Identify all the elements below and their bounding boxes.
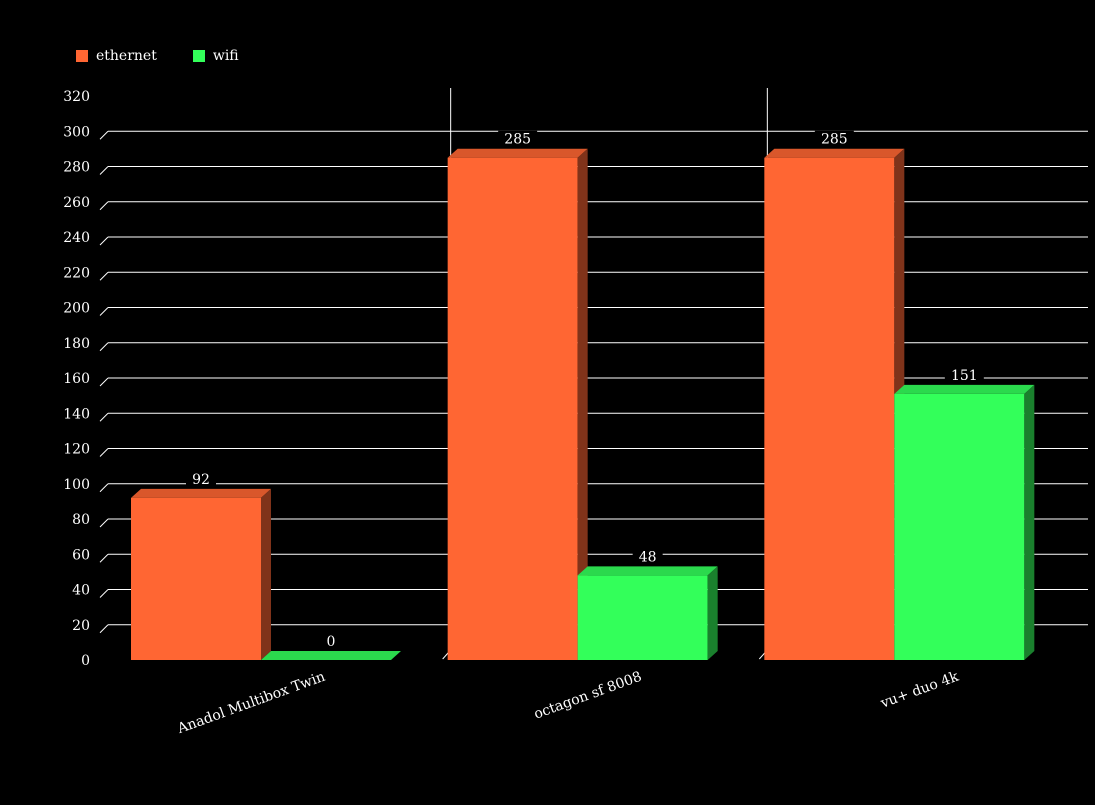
y-tick-label: 300 — [63, 124, 90, 140]
gridline-depth — [99, 377, 109, 387]
y-tick-label: 80 — [72, 512, 90, 528]
bar-side-wifi — [707, 566, 718, 660]
gridline-depth — [99, 412, 109, 422]
gridline-depth — [99, 624, 109, 634]
y-tick-label: 100 — [63, 477, 90, 493]
data-label-bg — [814, 130, 854, 148]
data-label-bg — [320, 633, 342, 650]
gridline-depth — [99, 518, 109, 528]
data-label: 285 — [504, 132, 531, 148]
bar-wifi[interactable] — [894, 393, 1025, 660]
gridline-depth — [99, 271, 109, 281]
legend-item-wifi[interactable]: wifi — [192, 48, 239, 64]
bar-side-ethernet — [577, 148, 588, 660]
y-tick-label: 40 — [72, 583, 90, 599]
y-tick-label: 120 — [63, 442, 90, 458]
bar-ethernet[interactable] — [447, 157, 578, 660]
bar-top-ethernet — [447, 148, 588, 158]
y-tick-label: 240 — [63, 230, 90, 246]
legend-item-ethernet[interactable]: ethernet — [76, 48, 157, 64]
y-tick-label: 220 — [63, 265, 90, 281]
gridline-depth — [99, 307, 109, 316]
gridline-depth — [99, 589, 109, 598]
y-tick-label: 160 — [63, 371, 90, 387]
y-tick-label: 260 — [63, 195, 90, 211]
bar-top-wifi — [261, 651, 401, 660]
y-tick-label: 200 — [63, 301, 90, 317]
y-tick-label: 280 — [63, 160, 90, 176]
y-tick-label: 0 — [81, 653, 90, 669]
gridline-depth — [99, 553, 109, 563]
legend-label-ethernet: ethernet — [96, 48, 157, 64]
gridline-depth — [99, 201, 109, 211]
bar-top-ethernet — [131, 488, 271, 498]
y-tick-label: 60 — [72, 547, 90, 563]
x-tick-label: Anadol Multibox Twin — [175, 669, 328, 738]
y-tick-label: 320 — [63, 89, 90, 105]
data-label: 285 — [821, 132, 848, 148]
bar-wifi[interactable] — [577, 575, 708, 660]
y-tick-label: 20 — [72, 618, 90, 634]
gridline-depth — [99, 130, 109, 140]
bar-top-ethernet — [764, 148, 905, 158]
y-tick-label: 180 — [63, 336, 90, 352]
y-tick-label: 140 — [63, 406, 90, 422]
data-label: 48 — [639, 549, 657, 565]
x-tick-label: vu+ duo 4k — [878, 669, 961, 712]
bar-ethernet[interactable] — [131, 497, 261, 660]
gridline-depth — [99, 483, 109, 493]
legend: ethernet wifi — [76, 48, 239, 64]
data-label-bg — [944, 366, 984, 384]
bar-side-wifi — [1024, 384, 1035, 660]
legend-label-wifi: wifi — [212, 48, 239, 64]
data-label: 0 — [327, 634, 336, 650]
data-label-bg — [498, 130, 538, 148]
data-label-bg — [186, 470, 216, 488]
bar-ethernet[interactable] — [764, 157, 895, 660]
gridline-depth — [99, 342, 109, 352]
legend-swatch-ethernet — [76, 50, 88, 62]
data-label: 151 — [951, 368, 978, 384]
gridline-depth — [99, 166, 109, 175]
gridline-depth — [99, 448, 109, 457]
data-label: 92 — [192, 472, 210, 488]
bar-top-wifi — [894, 384, 1035, 394]
gridline-depth — [99, 236, 109, 246]
data-label-bg — [632, 548, 663, 566]
legend-swatch-wifi — [192, 50, 205, 62]
bar-side-ethernet — [261, 488, 271, 660]
bar-top-wifi — [577, 566, 718, 576]
x-tick-label: octagon sf 8008 — [532, 669, 644, 723]
